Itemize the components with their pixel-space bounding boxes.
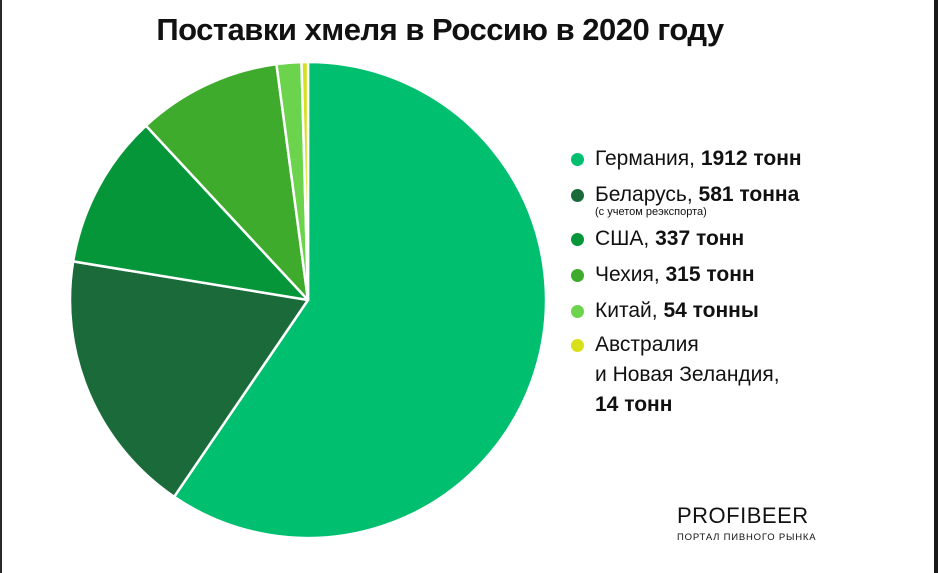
legend-item-2: США, 337 тонн — [571, 224, 911, 254]
legend-amount: 1912 тонн — [700, 147, 802, 170]
legend-dot — [571, 305, 584, 318]
legend-item-1: Беларусь, 581 тонна (с учетом реэкспорта) — [571, 180, 911, 218]
brand-name: PROFIBEER — [677, 503, 809, 528]
chart-title: Поставки хмеля в Россию в 2020 году — [156, 12, 724, 47]
legend-note: (с учетом реэкспорта) — [595, 206, 707, 218]
legend-country: Китай — [595, 299, 652, 322]
brand-tagline: ПОРТАЛ ПИВНОГО РЫНКА — [677, 532, 817, 543]
legend-dot — [571, 339, 584, 352]
legend-dot — [571, 269, 584, 282]
legend-item-3: Чехия, 315 тонн — [571, 260, 911, 290]
legend-country: Беларусь — [595, 183, 687, 206]
legend-amount: 337 тонн — [655, 227, 745, 250]
legend-dot — [571, 189, 584, 202]
legend-amount: 54 тонны — [663, 299, 759, 322]
pie-slice-2 — [71, 124, 310, 302]
legend-country: США — [595, 227, 644, 250]
right-edge — [934, 0, 938, 573]
pie-slice-0 — [172, 60, 548, 540]
brand-logo: PROFIBEER ПОРТАЛ ПИВНОГО РЫНКА — [677, 503, 827, 543]
legend-dot — [571, 233, 584, 246]
legend: Германия, 1912 тонн Беларусь, 581 тонна (с… — [571, 144, 911, 420]
legend-amount: 315 тонн — [665, 263, 755, 286]
legend-amount: 14 тонн — [595, 393, 673, 416]
left-edge — [0, 0, 2, 573]
legend-country: Чехия — [595, 263, 654, 286]
legend-country: Германия — [595, 147, 690, 170]
pie-slice-3 — [144, 62, 310, 302]
legend-item-4: Китай, 54 тонны — [571, 296, 911, 326]
legend-item-0: Германия, 1912 тонн — [571, 144, 911, 174]
pie-slice-1 — [68, 260, 310, 499]
legend-amount: 581 тонна — [698, 183, 800, 206]
legend-country: Австралия и Новая Зеландия — [595, 333, 774, 386]
legend-dot — [571, 153, 584, 166]
legend-item-5: Австралия и Новая Зеландия, 14 тонн — [571, 330, 911, 420]
pie-slice-5 — [300, 60, 310, 302]
